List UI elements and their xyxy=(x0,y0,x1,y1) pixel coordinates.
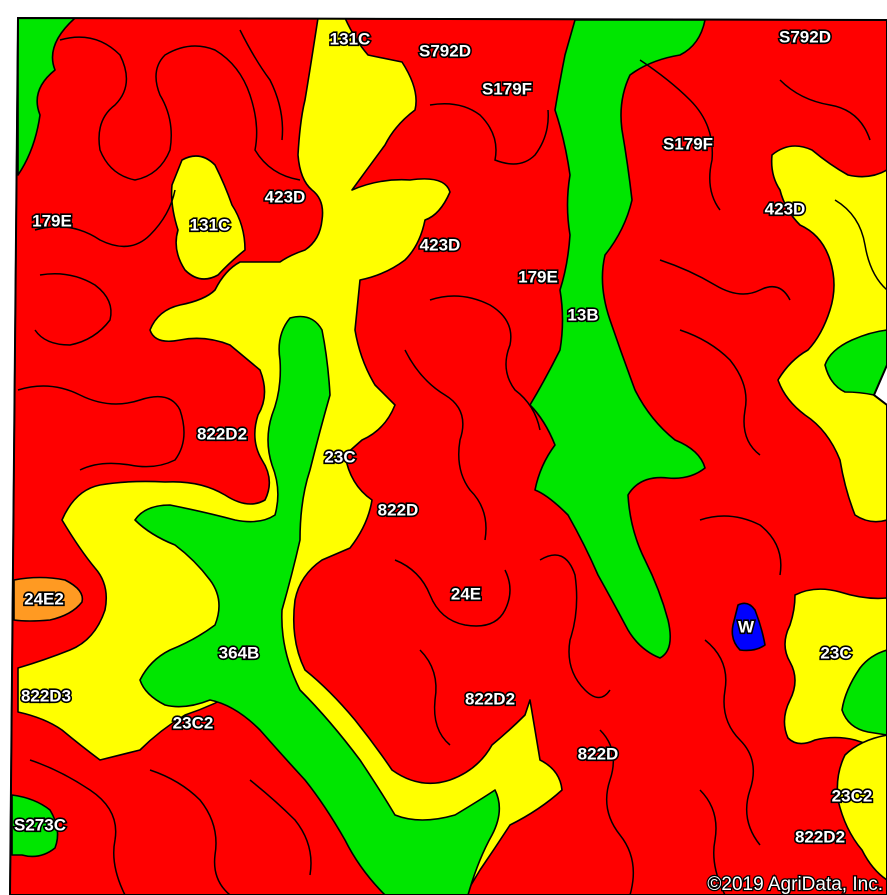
soil-label: 24E2 xyxy=(24,589,64,608)
soil-polygon-green-273c xyxy=(11,794,59,858)
soil-polygon-green-right xyxy=(824,329,887,406)
soil-label: S792D xyxy=(779,27,831,46)
soil-label: 822D3 xyxy=(21,686,71,705)
soil-polygon-green-right-lower xyxy=(841,649,887,736)
soil-label: 822D2 xyxy=(197,424,247,443)
soil-label: 13B xyxy=(567,305,598,324)
soil-label: S179F xyxy=(663,134,713,153)
soil-label: S792D xyxy=(419,41,471,60)
soil-label: 423D xyxy=(265,187,306,206)
field-boundary xyxy=(9,17,887,895)
soil-polygon-orange-24e2 xyxy=(13,576,84,622)
soil-label: 423D xyxy=(420,235,461,254)
soil-label: 23C xyxy=(820,643,851,662)
soil-polygon-yellow-right xyxy=(770,145,887,523)
soil-label: 822D xyxy=(378,500,419,519)
soil-label: 131C xyxy=(330,29,371,48)
soil-label: 822D2 xyxy=(465,689,515,708)
soil-polygon-green-center xyxy=(134,315,501,895)
field-outline xyxy=(8,16,887,895)
soil-label: 423D xyxy=(765,199,806,218)
soil-label: S179F xyxy=(482,79,532,98)
soil-polygon-water-w xyxy=(731,602,766,652)
soil-label: 23C2 xyxy=(832,786,873,805)
soil-polygon-green-13b xyxy=(529,19,706,659)
soil-polygon-green-topleft xyxy=(17,18,76,176)
soil-polygon-yellow-131c xyxy=(170,155,246,280)
soil-label: 23C2 xyxy=(173,713,214,732)
soil-label: 23C xyxy=(324,447,355,466)
soil-label: 364B xyxy=(219,643,260,662)
soil-label: 179E xyxy=(518,267,558,286)
soil-label: 179E xyxy=(32,211,72,230)
soil-label: 24E xyxy=(451,584,481,603)
copyright-text: ©2019 AgriData, Inc. xyxy=(707,874,883,895)
soil-label: 822D2 xyxy=(795,827,845,846)
soil-boundary-lines xyxy=(17,29,887,895)
soil-polygon-yellow-23c2-right xyxy=(836,734,887,881)
soil-label: W xyxy=(738,617,755,636)
soil-labels: 131C S792D S792D S179F S179F 423D 423D 4… xyxy=(12,26,874,848)
soil-label: 822D xyxy=(578,744,619,763)
soil-label: S273C xyxy=(14,815,66,834)
soil-label: 131C xyxy=(190,215,231,234)
